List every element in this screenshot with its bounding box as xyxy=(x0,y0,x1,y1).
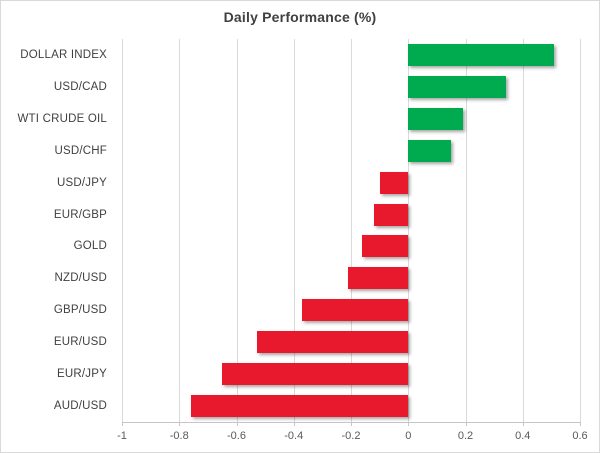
axis-tick-mark xyxy=(522,422,524,426)
gridline xyxy=(351,39,352,422)
gridline xyxy=(179,39,181,422)
category-label: WTI CRUDE OIL xyxy=(17,112,107,125)
bar-dollar-index xyxy=(408,43,555,66)
category-label: EUR/USD xyxy=(53,336,107,349)
axis-tick-label: 0.6 xyxy=(572,430,588,442)
bar-usd-cad xyxy=(408,75,506,98)
axis-tick-label: -1 xyxy=(117,430,127,442)
axis-tick-label: 0.2 xyxy=(457,430,474,442)
bar-usd-jpy xyxy=(379,171,409,194)
category-label: EUR/JPY xyxy=(57,368,107,381)
axis-tick-label: -0.4 xyxy=(284,430,304,442)
bar-nzd-usd xyxy=(348,267,409,290)
category-axis-labels: DOLLAR INDEX USD/CAD WTI CRUDE OIL USD/CHF U… xyxy=(1,39,107,422)
bar-wti-crude-oil xyxy=(408,107,463,130)
axis-tick-label: 0.4 xyxy=(515,430,531,442)
axis-tick-label: -0.6 xyxy=(227,430,246,442)
axis-tick-mark xyxy=(580,422,581,426)
bar-eur-gbp xyxy=(373,203,409,226)
bar-usd-chf xyxy=(408,139,452,162)
gridline xyxy=(122,39,123,422)
axis-tick-mark xyxy=(465,422,467,426)
axis-tick-label: 0 xyxy=(405,430,412,442)
category-label: USD/CAD xyxy=(53,80,107,93)
axis-tick-mark xyxy=(236,422,238,426)
gridline xyxy=(465,39,467,422)
category-label: USD/JPY xyxy=(57,176,107,189)
axis-tick-label: -0.2 xyxy=(341,430,361,442)
axis-tick-mark xyxy=(179,422,181,426)
axis-tick-label: -0.8 xyxy=(169,430,189,442)
category-label: DOLLAR INDEX xyxy=(20,48,107,61)
axis-tick-mark xyxy=(293,422,295,426)
category-label: NZD/USD xyxy=(54,272,107,285)
gridline xyxy=(293,39,295,422)
chart-title: Daily Performance (%) xyxy=(223,9,377,25)
bar-gbp-usd xyxy=(302,299,409,322)
bar-aud-usd xyxy=(190,395,409,418)
gridline xyxy=(408,39,410,422)
plot-area xyxy=(122,39,581,423)
category-label: AUD/USD xyxy=(53,400,107,413)
value-axis: -1 -0.8 -0.6 -0.4 -0.2 0 0.2 0.4 0.6 xyxy=(117,422,588,450)
axis-tick-mark xyxy=(122,422,123,426)
gridline xyxy=(580,39,581,422)
gridline xyxy=(236,39,238,422)
bar-gold xyxy=(362,235,409,258)
bar-eur-usd xyxy=(256,331,409,354)
axis-tick-mark xyxy=(408,422,410,426)
gridline xyxy=(522,39,524,422)
category-label: GBP/USD xyxy=(53,304,107,317)
bar-eur-jpy xyxy=(222,363,409,386)
category-label: USD/CHF xyxy=(54,144,107,157)
category-label: EUR/GBP xyxy=(53,208,107,221)
category-label: GOLD xyxy=(73,240,107,253)
axis-tick-mark xyxy=(351,422,352,426)
